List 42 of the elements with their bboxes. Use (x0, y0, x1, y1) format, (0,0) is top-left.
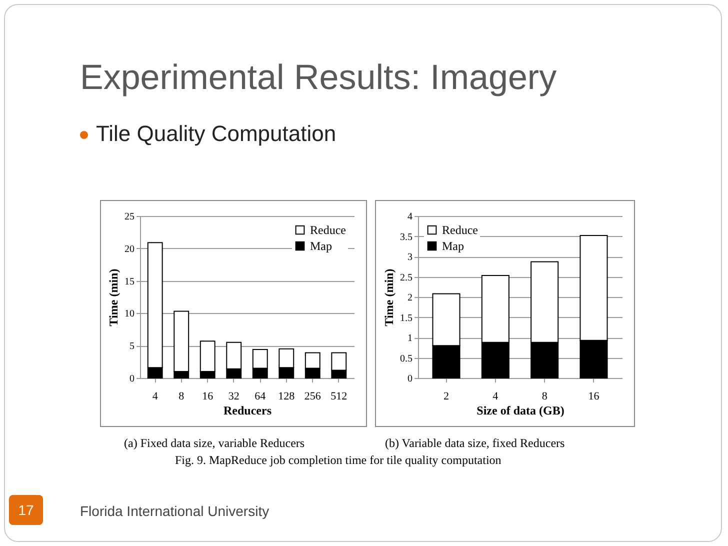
y-axis-title: Time (min) (106, 268, 120, 326)
x-tick-label: 64 (254, 390, 266, 402)
y-tick-label: 0 (408, 374, 412, 384)
y-tick-label: 15 (124, 276, 134, 288)
x-tick-label: 8 (542, 390, 548, 402)
x-axis-title: Reducers (224, 404, 272, 418)
y-tick-label: 10 (124, 308, 134, 320)
x-tick-label: 32 (228, 390, 240, 402)
text: Florida International University (80, 503, 270, 519)
y-tick-label: 0 (130, 374, 134, 384)
y-tick-label: 25 (124, 212, 134, 222)
y-tick-label: 4 (408, 212, 412, 222)
legend-label: Map (442, 239, 464, 253)
y-tick-label: 2.5 (400, 272, 412, 284)
x-tick-label: 128 (278, 390, 296, 402)
caption: Fig. 9. MapReduce job completion time for tile quality computation (175, 453, 502, 468)
x-tick-label: 4 (152, 390, 158, 402)
y-tick-label: 3.5 (400, 232, 412, 243)
y-tick-label: 1.5 (400, 312, 412, 324)
text: (b) Variable data size, fixed Reducers (385, 436, 565, 451)
x-tick-label: 8 (178, 390, 185, 402)
y-tick-label: 1 (408, 333, 412, 344)
y-tick-label: 5 (130, 341, 134, 352)
legend-label: Reduce (442, 223, 478, 237)
y-axis-title: Time (min) (382, 268, 396, 326)
text: 17 (9, 495, 43, 525)
chart-title: Experimental Results: Imagery (80, 58, 557, 98)
legend-label: Reduce (310, 223, 346, 237)
text: (a) Fixed data size, variable Reducers (124, 436, 305, 451)
y-tick-label: 20 (124, 244, 134, 255)
y-tick-label: 0.5 (400, 353, 412, 364)
x-tick-label: 512 (330, 390, 348, 402)
y-tick-label: 2 (408, 292, 412, 304)
legend-label: Map (310, 239, 332, 253)
x-tick-label: 16 (202, 390, 214, 402)
y-tick-label: 3 (408, 252, 412, 263)
x-tick-label: 4 (492, 390, 499, 402)
x-tick-label: 16 (588, 390, 600, 402)
x-tick-label: 256 (304, 390, 322, 402)
x-axis-title: Size of data (GB) (476, 404, 564, 418)
chart-subtitle: Tile Quality Computation (96, 121, 336, 147)
x-tick-label: 2 (444, 390, 450, 402)
